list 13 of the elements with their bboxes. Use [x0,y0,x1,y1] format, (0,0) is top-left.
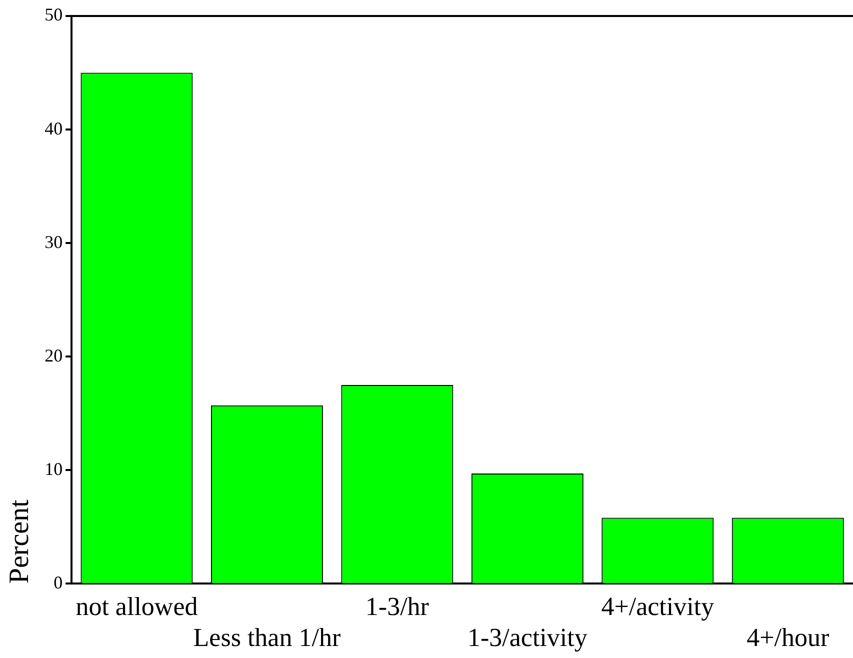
x-tick-label: 1-3/activity [467,623,588,652]
y-tick-label: 10 [44,458,63,479]
y-axis-title: Percent [4,499,36,584]
y-tick-label: 0 [54,572,63,592]
x-tick-label: Less than 1/hr [193,623,341,652]
x-tick-label: not allowed [76,592,198,622]
x-tick-label: 1-3/hr [365,592,430,622]
y-tick-label: 40 [44,118,63,138]
x-tick-label: 4+/hour [746,623,830,652]
x-tick-label: 4+/activity [601,592,714,622]
y-tick-label: 30 [44,232,63,252]
y-tick-label: 20 [44,345,63,366]
y-tick-label: 50 [44,4,63,25]
